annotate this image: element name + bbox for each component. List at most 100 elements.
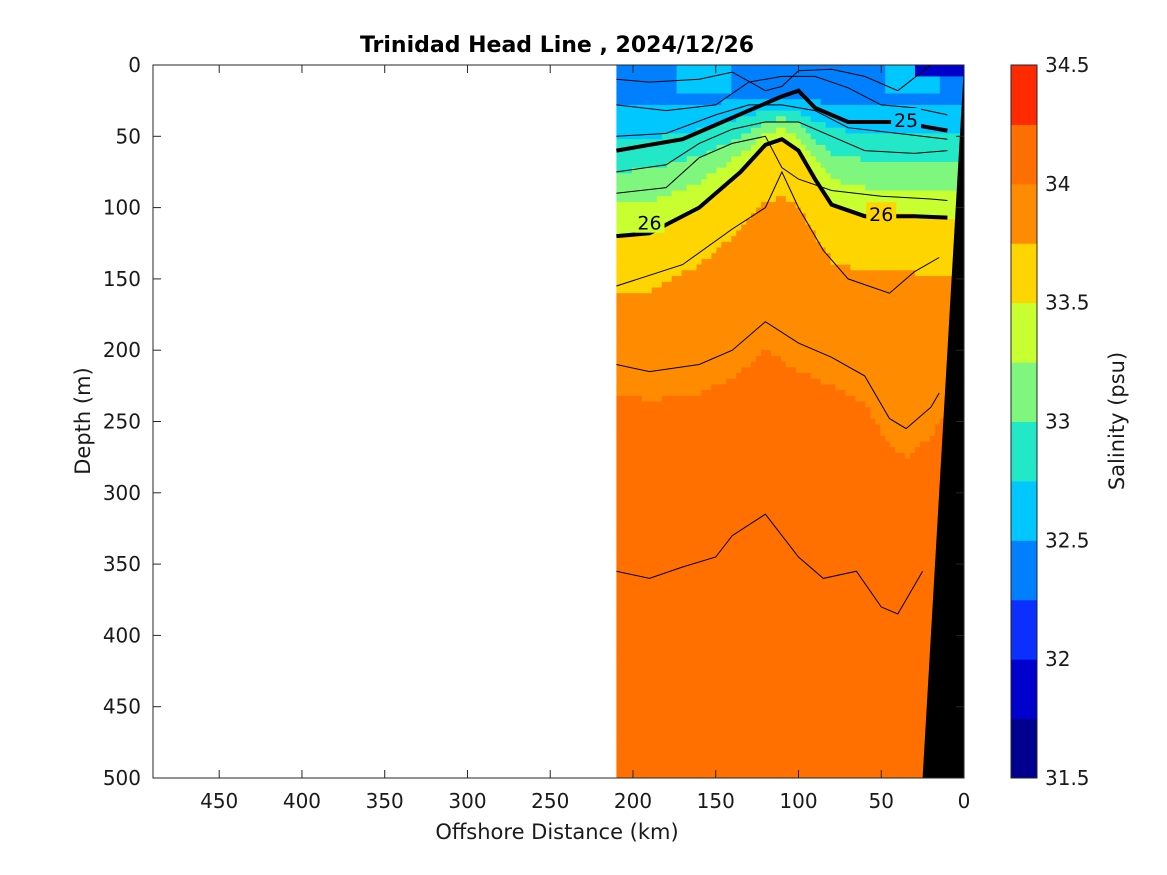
salinity-cell bbox=[949, 93, 955, 100]
salinity-cell bbox=[874, 475, 881, 482]
salinity-cell bbox=[795, 681, 801, 688]
salinity-cell bbox=[820, 133, 826, 140]
salinity-cell bbox=[829, 65, 836, 72]
salinity-cell bbox=[775, 99, 781, 106]
salinity-cell bbox=[780, 316, 786, 323]
salinity-cell bbox=[879, 276, 886, 283]
salinity-cell bbox=[834, 156, 841, 163]
salinity-cell bbox=[829, 715, 836, 722]
salinity-cell bbox=[869, 133, 876, 140]
salinity-cell bbox=[924, 578, 930, 585]
salinity-cell bbox=[879, 646, 886, 654]
salinity-cell bbox=[790, 447, 796, 454]
salinity-cell bbox=[775, 652, 781, 659]
salinity-cell bbox=[884, 663, 891, 671]
salinity-cell bbox=[879, 755, 886, 762]
salinity-cell bbox=[849, 481, 856, 488]
salinity-cell bbox=[844, 515, 851, 522]
salinity-cell bbox=[839, 350, 846, 357]
salinity-cell bbox=[849, 589, 856, 597]
salinity-cell bbox=[919, 504, 925, 511]
salinity-cell bbox=[834, 270, 841, 277]
salinity-cell bbox=[884, 669, 891, 676]
salinity-cell bbox=[869, 703, 876, 711]
salinity-cell bbox=[914, 184, 920, 192]
salinity-cell bbox=[775, 430, 781, 437]
salinity-cell bbox=[884, 618, 891, 625]
salinity-cell bbox=[859, 196, 866, 203]
salinity-cell bbox=[795, 578, 801, 585]
salinity-cell bbox=[914, 692, 920, 699]
salinity-cell bbox=[874, 772, 881, 778]
salinity-cell bbox=[834, 316, 841, 323]
salinity-cell bbox=[889, 258, 896, 266]
salinity-cell bbox=[859, 276, 866, 283]
salinity-cell bbox=[839, 441, 846, 448]
salinity-cell bbox=[914, 298, 920, 306]
salinity-cell bbox=[879, 618, 886, 625]
salinity-cell bbox=[815, 567, 821, 574]
salinity-cell bbox=[944, 293, 950, 300]
salinity-cell bbox=[914, 293, 920, 300]
salinity-cell bbox=[825, 167, 831, 174]
salinity-cell bbox=[795, 281, 801, 289]
salinity-cell bbox=[844, 201, 851, 209]
salinity-cell bbox=[914, 133, 920, 140]
salinity-cell bbox=[765, 669, 771, 676]
salinity-cell bbox=[770, 430, 776, 437]
salinity-cell bbox=[810, 412, 816, 420]
salinity-cell bbox=[914, 726, 920, 733]
salinity-cell bbox=[844, 333, 851, 340]
salinity-cell bbox=[780, 578, 786, 585]
salinity-cell bbox=[815, 418, 821, 425]
salinity-cell bbox=[770, 82, 776, 89]
salinity-cell bbox=[810, 692, 816, 699]
salinity-cell bbox=[944, 338, 950, 346]
salinity-cell bbox=[884, 116, 891, 123]
salinity-cell bbox=[849, 521, 856, 528]
salinity-cell bbox=[790, 293, 796, 300]
salinity-cell bbox=[939, 139, 945, 146]
salinity-cell bbox=[894, 304, 901, 311]
salinity-cell bbox=[899, 726, 906, 733]
salinity-cell bbox=[919, 521, 925, 528]
salinity-cell bbox=[785, 270, 791, 277]
salinity-cell bbox=[775, 538, 781, 545]
salinity-cell bbox=[775, 595, 781, 602]
salinity-cell bbox=[879, 595, 886, 602]
salinity-cell bbox=[919, 167, 925, 174]
salinity-cell bbox=[834, 658, 841, 665]
salinity-cell bbox=[820, 601, 826, 608]
salinity-cell bbox=[849, 578, 856, 585]
salinity-cell bbox=[810, 184, 816, 192]
salinity-cell bbox=[839, 224, 846, 231]
salinity-cell bbox=[889, 327, 896, 334]
salinity-cell bbox=[844, 492, 851, 500]
salinity-cell bbox=[834, 304, 841, 311]
salinity-cell bbox=[780, 732, 786, 739]
salinity-cell bbox=[780, 293, 786, 300]
salinity-cell bbox=[849, 606, 856, 614]
salinity-cell bbox=[785, 276, 791, 283]
salinity-cell bbox=[949, 224, 955, 231]
salinity-cell bbox=[874, 441, 881, 448]
salinity-cell bbox=[820, 686, 826, 693]
salinity-cell bbox=[884, 567, 891, 574]
salinity-cell bbox=[775, 87, 781, 95]
salinity-cell bbox=[929, 458, 935, 465]
salinity-cell bbox=[790, 213, 796, 220]
salinity-cell bbox=[864, 333, 871, 340]
salinity-cell bbox=[800, 606, 806, 614]
salinity-cell bbox=[884, 316, 891, 323]
salinity-cell bbox=[939, 355, 945, 363]
salinity-cell bbox=[775, 624, 781, 631]
salinity-cell bbox=[904, 190, 910, 197]
salinity-cell bbox=[914, 760, 920, 768]
salinity-cell bbox=[820, 179, 826, 186]
salinity-cell bbox=[810, 721, 816, 728]
salinity-cell bbox=[775, 686, 781, 693]
salinity-cell bbox=[805, 116, 811, 123]
salinity-cell bbox=[805, 401, 811, 408]
salinity-cell bbox=[849, 327, 856, 334]
salinity-cell bbox=[879, 760, 886, 768]
